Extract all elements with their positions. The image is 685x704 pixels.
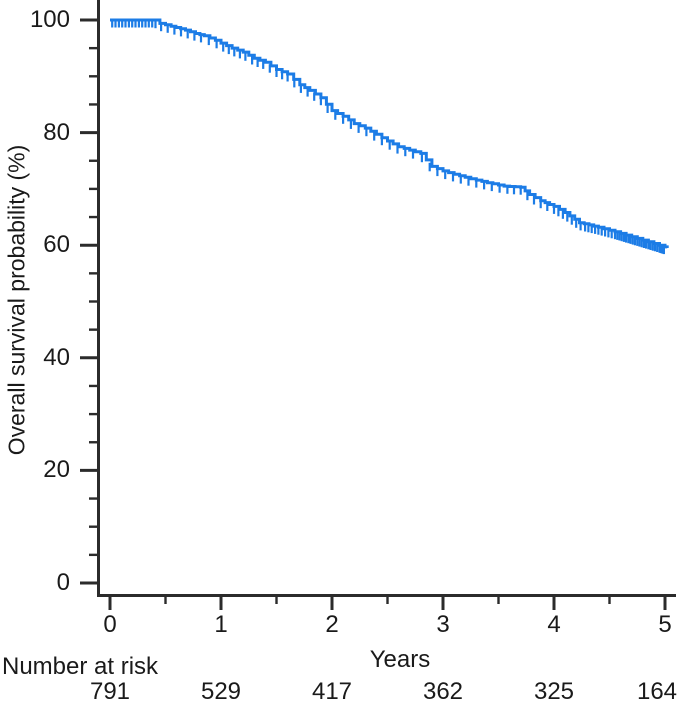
x-tick-label: 2 — [325, 611, 339, 638]
x-axis-title: Years — [369, 646, 431, 673]
risk-count: 325 — [533, 678, 575, 704]
number-at-risk-label: Number at risk — [2, 653, 159, 680]
y-axis-title: Overall survival probability (%) — [3, 144, 30, 456]
x-tick-label: 1 — [214, 611, 228, 638]
risk-count: 362 — [422, 678, 464, 704]
risk-count: 164 — [636, 678, 678, 704]
y-tick-label: 0 — [56, 569, 70, 596]
y-tick-label: 100 — [29, 6, 70, 33]
x-tick-label: 4 — [547, 611, 561, 638]
y-tick-label: 40 — [43, 343, 70, 371]
risk-count: 791 — [89, 678, 131, 704]
y-tick-label: 80 — [43, 118, 70, 146]
y-tick-label: 60 — [43, 231, 70, 259]
risk-count: 529 — [200, 678, 242, 704]
y-tick-label: 20 — [43, 456, 70, 484]
x-tick-label: 5 — [658, 611, 672, 638]
x-tick-label: 3 — [436, 611, 450, 638]
risk-count: 417 — [311, 678, 353, 704]
x-tick-label: 0 — [103, 611, 117, 638]
survival-curve — [110, 18, 669, 249]
